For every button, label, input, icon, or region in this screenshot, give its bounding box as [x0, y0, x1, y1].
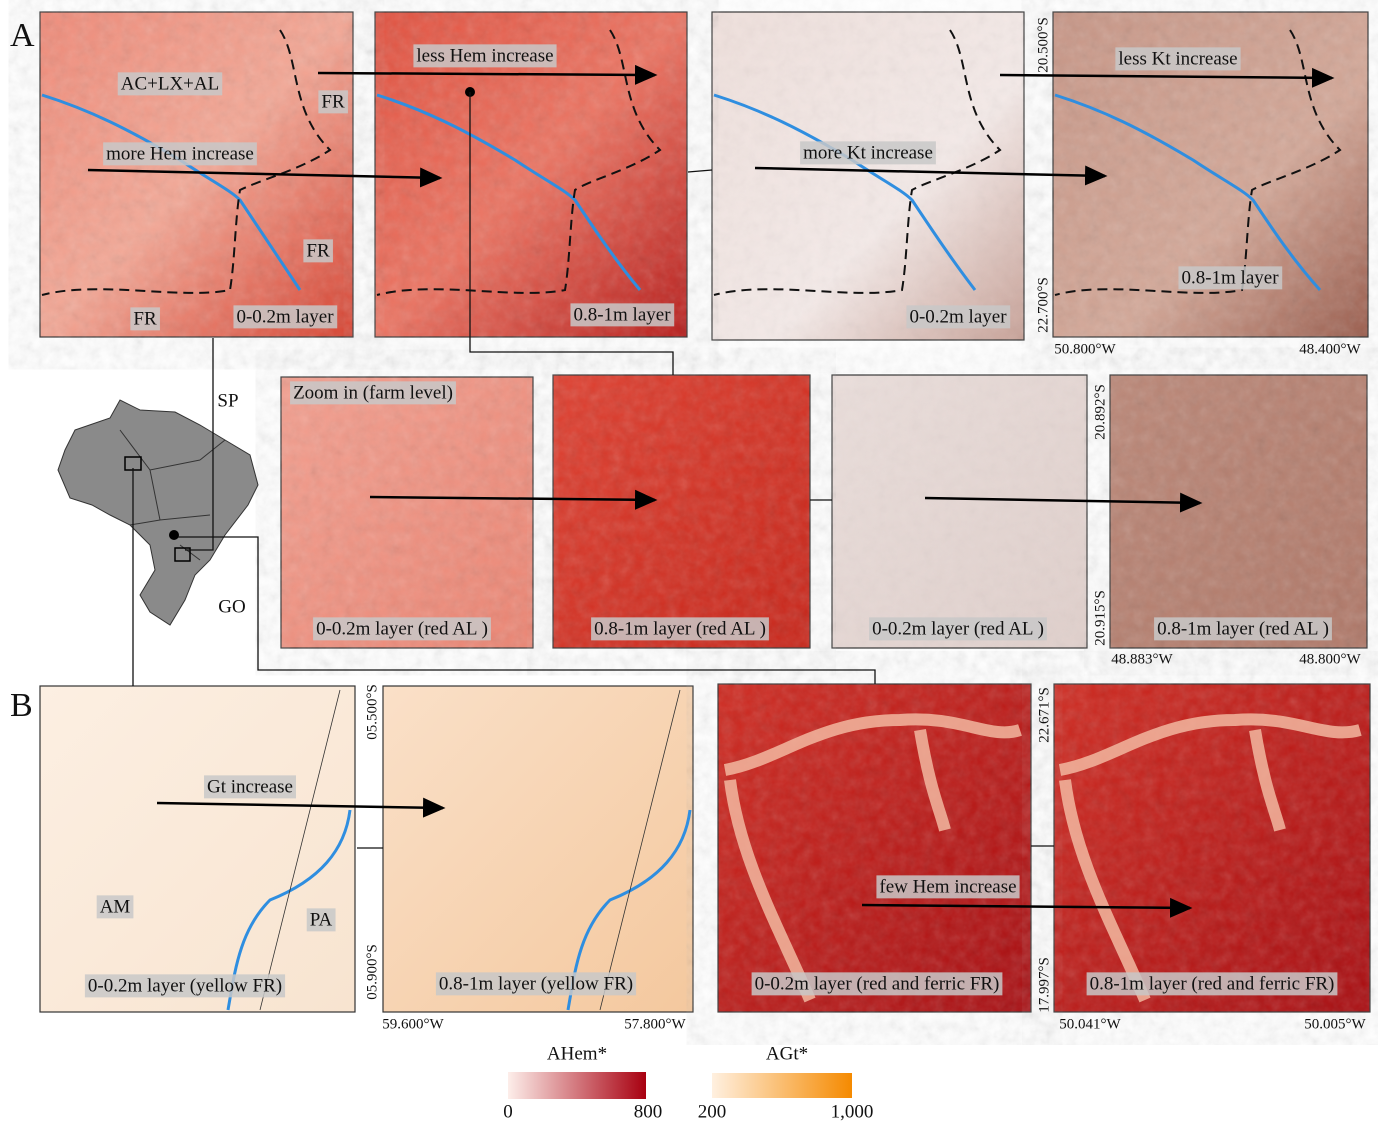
- label-box: [303, 239, 333, 263]
- label-box: [233, 305, 338, 329]
- legend-max: 1,000: [831, 1101, 874, 1122]
- legend-title: AGt*: [766, 1043, 808, 1064]
- latitude: 20.915°S: [1092, 590, 1108, 646]
- panel-letter: A: [10, 17, 35, 54]
- annotation: less Hem increase: [416, 45, 553, 66]
- layer-label: 0.8-1m layer: [1181, 267, 1279, 288]
- longitude: 48.400°W: [1299, 341, 1361, 357]
- label-box: [318, 90, 348, 114]
- label-box: [130, 307, 160, 331]
- label-box: [869, 617, 1047, 641]
- label-box: [1115, 47, 1241, 71]
- layer-label: 0.8-1m layer (red and ferric FR): [1090, 973, 1335, 994]
- unit-label: AM: [100, 896, 131, 917]
- layer-label: 0.8-1m layer (red AL ): [1157, 618, 1329, 639]
- layer-label: 0.8-1m layer: [573, 304, 671, 325]
- legend-max: 800: [634, 1101, 663, 1122]
- label-box: [876, 875, 1020, 899]
- unit-label: FR: [306, 240, 330, 261]
- latitude: 22.700°S: [1035, 277, 1051, 333]
- labels: A B AC+LX+AL FR FR FR more Hem increase …: [10, 17, 1367, 1123]
- longitude: 50.800°W: [1054, 341, 1116, 357]
- annotation: more Hem increase: [106, 143, 254, 164]
- legend-title: AHem*: [547, 1043, 607, 1064]
- unit-label: FR: [133, 308, 157, 329]
- latitude: 20.892°S: [1092, 384, 1108, 440]
- panel-letter: B: [10, 687, 33, 724]
- unit-label: FR: [321, 91, 345, 112]
- rivers: [41, 93, 1322, 1011]
- layer-label: 0.8-1m layer (yellow FR): [439, 973, 633, 994]
- label-box: [413, 44, 557, 68]
- legend-min: 200: [698, 1101, 727, 1122]
- longitude: 50.005°W: [1304, 1016, 1366, 1032]
- arrows: [87, 64, 1335, 918]
- label-box: [1178, 266, 1283, 290]
- longitude: 48.883°W: [1111, 651, 1173, 667]
- annotation: Gt increase: [207, 776, 293, 797]
- annotation: more Kt increase: [803, 142, 933, 163]
- label-box: [591, 617, 769, 641]
- label-box: [117, 72, 223, 96]
- layer-label: 0-0.2m layer (yellow FR): [88, 975, 282, 996]
- label-box: [84, 974, 286, 998]
- layer-label: 0-0.2m layer (red AL ): [316, 618, 488, 639]
- unit-label: AC+LX+AL: [121, 73, 219, 94]
- layer-label: 0-0.2m layer (red and ferric FR): [755, 973, 1000, 994]
- map: [382, 685, 694, 1013]
- layer-label: 0.8-1m layer (red AL ): [594, 618, 766, 639]
- state-label: SP: [217, 390, 238, 411]
- label-box: [751, 972, 1003, 996]
- state-label: GO: [218, 596, 245, 617]
- layer-label: 0-0.2m layer: [909, 306, 1007, 327]
- connectors: [132, 87, 1054, 849]
- unit-label: PA: [310, 909, 333, 930]
- latitude: 20.500°S: [1035, 17, 1051, 73]
- label-box: [1086, 972, 1338, 996]
- longitude: 59.600°W: [382, 1016, 444, 1032]
- label-box: [906, 305, 1011, 329]
- latitude: 17.997°S: [1036, 957, 1052, 1013]
- latitude: 22.671°S: [1036, 687, 1052, 743]
- longitude: 48.800°W: [1299, 651, 1361, 667]
- annotation: few Hem increase: [879, 876, 1016, 897]
- latitude: 05.900°S: [364, 944, 380, 1000]
- latitude: 05.500°S: [364, 684, 380, 740]
- longitude: 50.041°W: [1059, 1016, 1121, 1032]
- label-box: [800, 141, 936, 165]
- label-box: [204, 775, 296, 799]
- label-box: [103, 142, 257, 166]
- zoom-title: Zoom in (farm level): [293, 382, 453, 403]
- boundaries: [41, 29, 1342, 296]
- map: [39, 685, 356, 1013]
- boundary: [259, 689, 681, 1011]
- colorbar: [508, 1072, 646, 1099]
- label-box: [570, 303, 675, 327]
- layer-label: 0-0.2m layer: [236, 306, 334, 327]
- label-box: [306, 908, 336, 932]
- label-box: [313, 617, 491, 641]
- colorbar: [712, 1073, 852, 1098]
- label-box: [1154, 617, 1332, 641]
- label-box: [96, 895, 134, 919]
- legend-min: 0: [503, 1101, 513, 1122]
- longitude: 57.800°W: [624, 1016, 686, 1032]
- locator-map: [57, 399, 259, 626]
- label-box: [435, 972, 637, 996]
- annotation: less Kt increase: [1118, 48, 1237, 69]
- label-box: [290, 381, 456, 405]
- layer-label: 0-0.2m layer (red AL ): [872, 618, 1044, 639]
